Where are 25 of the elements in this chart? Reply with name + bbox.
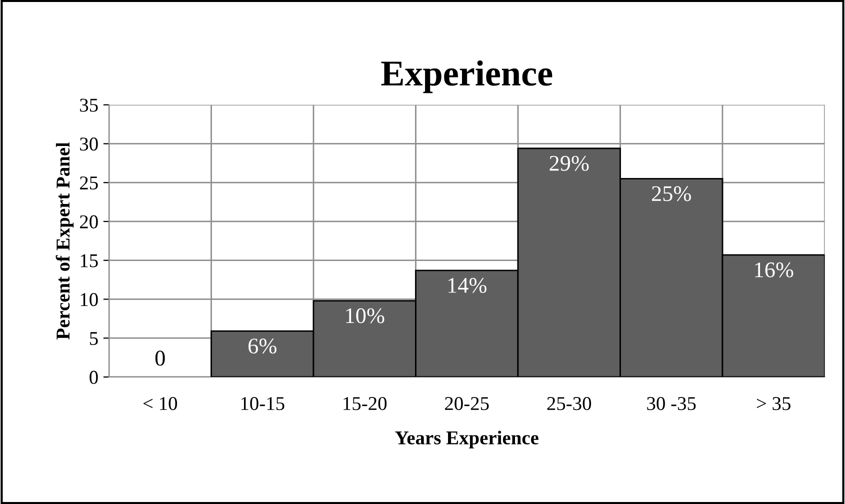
y-tick-label: 5 <box>90 332 98 346</box>
y-tick-label: 20 <box>80 215 98 228</box>
data-label: 0 <box>155 350 165 366</box>
y-tick-label: 10 <box>80 293 98 306</box>
chart-title: Experience <box>381 60 552 94</box>
x-tick-label: 20-25 <box>445 397 489 410</box>
x-tick-label: 15-20 <box>344 397 387 410</box>
y-axis-title: Percent of Expert Panel <box>56 142 74 340</box>
data-label: 25% <box>652 186 691 202</box>
x-tick-label: 30 -35 <box>647 397 696 410</box>
data-label: 10% <box>346 308 384 324</box>
y-tick-label: 30 <box>80 138 98 151</box>
data-label: 16% <box>755 262 794 278</box>
y-tick-label: 35 <box>80 98 98 112</box>
y-tick-label: 15 <box>80 254 98 268</box>
data-label: 6% <box>248 338 276 354</box>
x-tick-label: > 35 <box>756 397 790 410</box>
x-tick-label: 25-30 <box>547 397 592 410</box>
x-tick-label: < 10 <box>143 397 178 410</box>
x-axis-title: Years Experience <box>395 430 538 448</box>
y-tick-label: 25 <box>80 176 98 190</box>
data-label: 29% <box>550 156 589 171</box>
y-tick-label: 0 <box>90 370 98 384</box>
data-label: 14% <box>448 278 486 293</box>
x-tick-label: 10-15 <box>241 397 284 410</box>
